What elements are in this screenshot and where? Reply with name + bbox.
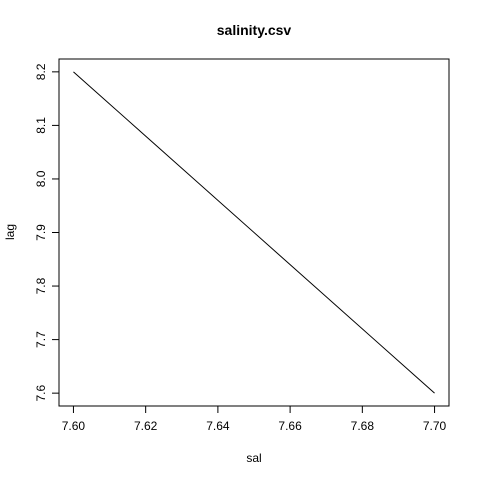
y-tick-label: 7.7 <box>34 331 48 348</box>
y-axis: 7.6 7.7 7.8 7.9 8.0 8.1 8.2 <box>34 63 60 401</box>
series-layer <box>73 71 435 394</box>
series-line <box>73 71 435 394</box>
x-tick-label: 7.64 <box>206 419 230 433</box>
x-axis-label: sal <box>246 451 261 465</box>
y-tick-label: 7.8 <box>34 277 48 294</box>
y-tick-label: 8.0 <box>34 170 48 187</box>
x-tick-label: 7.68 <box>351 419 375 433</box>
y-tick-label: 7.6 <box>34 384 48 401</box>
chart-title: salinity.csv <box>217 22 292 38</box>
y-tick-label: 8.1 <box>34 117 48 134</box>
y-tick-label: 7.9 <box>34 224 48 241</box>
x-tick-label: 7.66 <box>278 419 302 433</box>
x-tick-label: 7.60 <box>62 419 86 433</box>
x-axis: 7.60 7.62 7.64 7.66 7.68 7.70 <box>62 405 447 433</box>
y-axis-label: lag <box>3 224 17 240</box>
x-tick-label: 7.70 <box>423 419 447 433</box>
x-tick-label: 7.62 <box>134 419 158 433</box>
y-tick-label: 8.2 <box>34 63 48 80</box>
